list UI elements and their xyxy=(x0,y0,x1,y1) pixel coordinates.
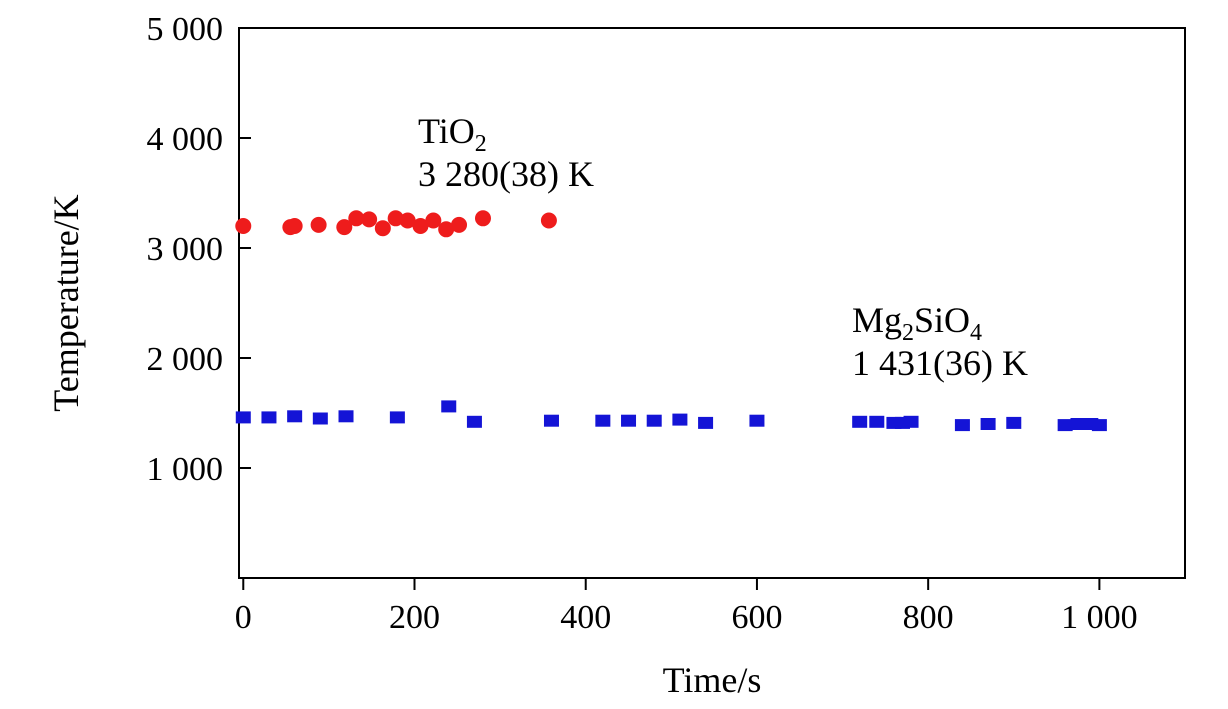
mg2sio4-point xyxy=(749,414,765,427)
mg2sio4-formula: Mg2SiO4 xyxy=(852,300,982,346)
tio2-point xyxy=(286,218,303,234)
tio2-point xyxy=(438,221,455,238)
tio2-point xyxy=(235,218,252,234)
tio2-formula: TiO2 xyxy=(418,111,487,157)
mg2sio4-point xyxy=(869,415,885,428)
tio2-annotation: TiO2 3 280(38) K xyxy=(418,111,594,194)
mg2sio4-point xyxy=(312,412,328,425)
mg2sio4-point xyxy=(466,415,482,428)
mg2sio4-point xyxy=(543,414,559,427)
mg2sio4-point xyxy=(698,416,714,429)
mg2sio4-annotation: Mg2SiO4 1 431(36) K xyxy=(852,300,1028,383)
mg2sio4-point xyxy=(261,411,277,424)
y-axis-title: Temperature/K xyxy=(46,194,86,411)
tio2-point xyxy=(451,216,468,233)
x-tick-label: 800 xyxy=(903,599,954,636)
mg2sio4-point xyxy=(235,411,251,424)
mg2sio4-point xyxy=(1091,419,1107,432)
x-axis-title: Time/s xyxy=(663,660,762,700)
mg2sio4-point xyxy=(1057,419,1073,432)
mg2sio4-point xyxy=(852,415,868,428)
plot-frame xyxy=(238,27,1186,579)
y-tick-label: 5 000 xyxy=(147,11,224,48)
y-tick-label: 1 000 xyxy=(147,451,224,488)
tio2-point xyxy=(387,210,404,227)
y-axis-ticks: 1 000 2 000 3 000 4 000 5 000 xyxy=(147,11,251,488)
mg2sio4-point xyxy=(595,414,611,427)
x-tick-label: 200 xyxy=(389,599,440,636)
mg2sio4-point xyxy=(980,418,996,430)
tio2-point xyxy=(474,210,491,227)
tio2-temperature-label: 3 280(38) K xyxy=(418,154,594,194)
mg2sio4-point xyxy=(621,414,637,427)
tio2-point xyxy=(540,212,557,229)
x-tick-label: 1 000 xyxy=(1061,599,1138,636)
tio2-point xyxy=(412,218,429,234)
mg2sio4-point xyxy=(1070,418,1086,430)
mg2sio4-point xyxy=(441,400,457,413)
x-tick-label: 400 xyxy=(560,599,611,636)
tio2-point xyxy=(336,219,353,236)
mg2sio4-point xyxy=(389,411,405,424)
mg2sio4-point xyxy=(338,410,354,423)
mg2sio4-point xyxy=(646,414,662,427)
x-tick-label: 600 xyxy=(731,599,782,636)
mg2sio4-point xyxy=(1006,416,1022,429)
mg2sio4-point xyxy=(672,413,688,426)
tio2-point xyxy=(425,212,442,229)
y-tick-label: 2 000 xyxy=(147,341,224,378)
mg2sio4-temperature-label: 1 431(36) K xyxy=(852,343,1028,383)
tio2-point xyxy=(361,211,378,228)
y-tick-label: 4 000 xyxy=(147,121,224,158)
tio2-point xyxy=(310,216,327,233)
tio2-point xyxy=(348,210,365,227)
tio2-point xyxy=(374,220,391,237)
mg2sio4-point xyxy=(287,410,303,423)
y-tick-label: 3 000 xyxy=(147,231,224,268)
x-tick-label: 0 xyxy=(235,599,252,636)
x-axis-ticks: 0 200 400 600 800 1 000 xyxy=(235,578,1138,636)
tio2-point xyxy=(399,212,416,229)
data-points xyxy=(235,210,1107,432)
mg2sio4-point xyxy=(903,415,919,428)
mg2sio4-point xyxy=(954,419,970,432)
